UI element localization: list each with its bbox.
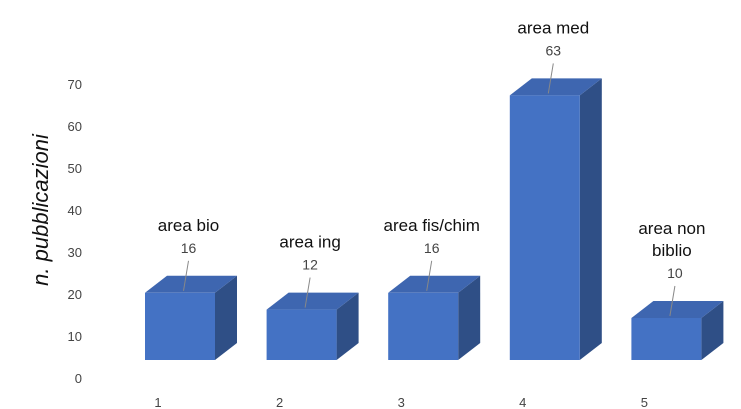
leader-line xyxy=(426,260,433,291)
bar-front-face xyxy=(266,309,337,360)
leader-line xyxy=(183,260,189,291)
x-tick-label: 5 xyxy=(641,395,648,409)
y-tick-label: 0 xyxy=(75,371,82,386)
y-axis-label: n. pubblicazioni xyxy=(28,133,53,286)
category-label: area non xyxy=(638,219,705,238)
bar-front-face xyxy=(145,292,215,360)
category-label: area bio xyxy=(158,216,219,235)
bar-side-face xyxy=(579,78,602,361)
value-label: 16 xyxy=(181,240,197,256)
bar-side-face xyxy=(215,275,237,360)
value-label: 10 xyxy=(667,265,683,281)
leader-line xyxy=(304,277,311,308)
y-tick-label: 30 xyxy=(68,245,82,260)
bar-top-face xyxy=(388,275,481,293)
bar-3 xyxy=(388,275,481,360)
bar-top-face xyxy=(631,301,724,318)
bar-side-face xyxy=(458,275,481,360)
y-tick-label: 70 xyxy=(68,77,82,92)
x-axis-ticks: 1 2 3 4 5 xyxy=(154,395,648,409)
leader-line xyxy=(547,63,554,94)
leader-line xyxy=(669,285,676,317)
y-tick-label: 10 xyxy=(68,329,82,344)
bar-front-face xyxy=(509,95,580,361)
x-tick-label: 1 xyxy=(154,395,161,409)
bar-top-face xyxy=(145,275,237,293)
y-tick-label: 50 xyxy=(68,161,82,176)
x-tick-label: 2 xyxy=(276,395,283,409)
value-label: 12 xyxy=(302,257,318,273)
category-label: biblio xyxy=(652,241,692,260)
y-tick-label: 20 xyxy=(68,287,82,302)
bar-4 xyxy=(509,78,602,361)
y-tick-label: 60 xyxy=(68,119,82,134)
y-axis-ticks: 0 10 20 30 40 50 60 70 xyxy=(68,77,82,386)
bar-side-face xyxy=(701,301,724,360)
value-label: 16 xyxy=(424,240,440,256)
data-labels: 16 area bio 12 area ing 16 area fis/chim 63 are… xyxy=(158,18,705,317)
y-tick-label: 40 xyxy=(68,203,82,218)
bar-side-face xyxy=(336,292,359,360)
category-label: area fis/chim xyxy=(384,216,480,235)
category-label: area med xyxy=(517,18,589,37)
bar-2 xyxy=(266,292,359,360)
bar-front-face xyxy=(631,318,702,360)
bar-top-face xyxy=(266,292,359,310)
x-tick-label: 3 xyxy=(398,395,405,409)
x-tick-label: 4 xyxy=(519,395,526,409)
bars xyxy=(145,78,724,361)
category-label: area ing xyxy=(279,233,340,252)
bar-front-face xyxy=(388,292,459,360)
value-label: 63 xyxy=(546,42,562,58)
bar-5 xyxy=(631,301,724,360)
bar-1 xyxy=(145,275,237,360)
bar-top-face xyxy=(509,78,602,96)
